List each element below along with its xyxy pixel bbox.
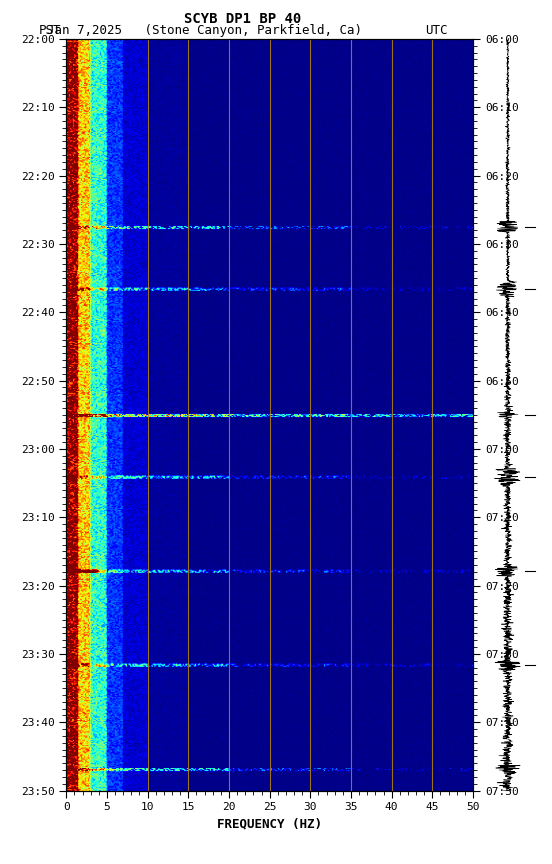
Text: UTC: UTC (425, 24, 447, 37)
X-axis label: FREQUENCY (HZ): FREQUENCY (HZ) (217, 818, 322, 831)
Text: PST: PST (39, 24, 61, 37)
Text: SCYB DP1 BP 40: SCYB DP1 BP 40 (184, 12, 301, 26)
Text: Jan 7,2025   (Stone Canyon, Parkfield, Ca): Jan 7,2025 (Stone Canyon, Parkfield, Ca) (47, 24, 362, 37)
